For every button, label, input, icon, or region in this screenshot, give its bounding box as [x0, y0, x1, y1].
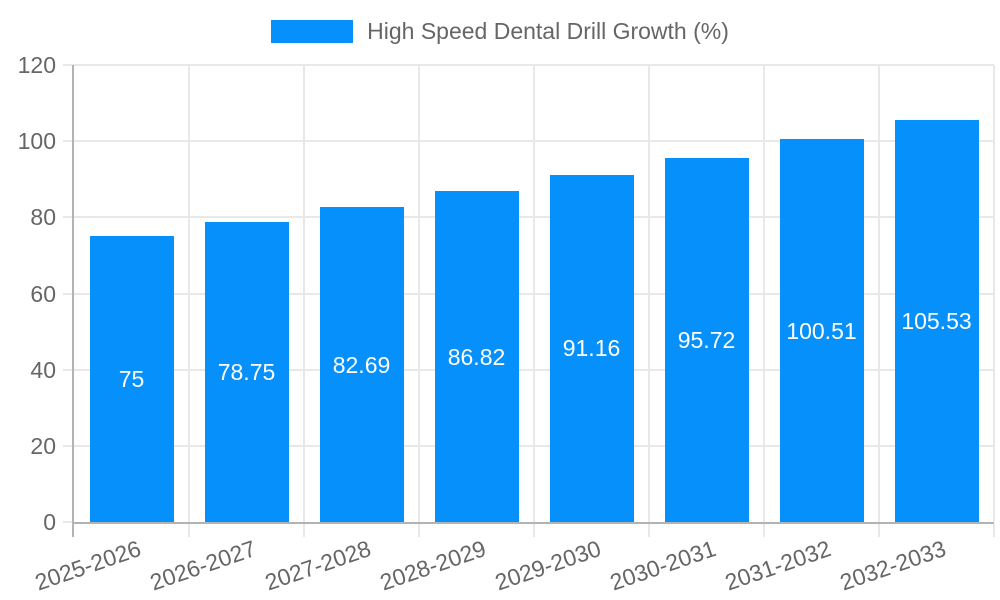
y-axis-tick-dash	[63, 521, 74, 523]
legend[interactable]: High Speed Dental Drill Growth (%)	[0, 19, 1000, 44]
gridline-horizontal	[63, 216, 994, 219]
x-tick-label: 2025-2026	[31, 535, 144, 596]
gridline-horizontal	[63, 64, 994, 66]
x-axis-tick-mark	[993, 524, 995, 537]
gridline-horizontal	[63, 368, 994, 371]
bar[interactable]: 95.72	[664, 157, 749, 522]
y-tick-label: 60	[30, 280, 56, 307]
bar-value-label: 78.75	[217, 359, 276, 386]
bar[interactable]: 105.53	[894, 120, 979, 522]
gridline-vertical	[533, 65, 535, 522]
x-tick-label: 2032-2033	[836, 535, 949, 596]
legend-label: High Speed Dental Drill Growth (%)	[367, 18, 729, 44]
bar-value-label: 100.51	[786, 317, 857, 344]
x-tick-label: 2026-2027	[146, 535, 259, 596]
gridline-horizontal	[63, 140, 994, 143]
bar-value-label: 86.82	[447, 343, 506, 370]
x-axis-tick-mark	[533, 524, 535, 537]
bar[interactable]: 75	[89, 236, 174, 522]
y-tick-label: 120	[17, 52, 56, 78]
x-axis-tick-mark	[878, 524, 880, 537]
gridline-vertical	[993, 65, 995, 522]
x-axis-tick-mark	[648, 524, 650, 537]
bar[interactable]: 100.51	[779, 139, 864, 522]
bar-value-label: 105.53	[901, 308, 972, 335]
y-tick-label: 40	[30, 356, 56, 383]
y-tick-label: 20	[30, 432, 56, 459]
bar-value-label: 95.72	[677, 326, 736, 353]
bar-value-label: 82.69	[332, 351, 391, 378]
x-axis-tick-mark	[763, 524, 765, 537]
x-axis-line	[74, 522, 994, 524]
x-axis-tick-mark	[418, 524, 420, 537]
plot-area: 75 78.75 82.69 86.82 91.16 95.72 100.51 105.53	[63, 64, 995, 537]
legend-marker	[271, 20, 354, 43]
gridline-vertical	[188, 65, 190, 522]
x-tick-label: 2029-2030	[491, 535, 604, 596]
gridline-vertical	[303, 65, 305, 522]
bar-value-label: 91.16	[562, 335, 621, 362]
bar[interactable]: 82.69	[319, 207, 404, 522]
x-tick-label: 2028-2029	[376, 535, 489, 596]
y-tick-label: 0	[43, 509, 56, 535]
bar[interactable]: 78.75	[204, 222, 289, 522]
bar[interactable]: 91.16	[549, 174, 634, 522]
gridline-horizontal	[63, 292, 994, 295]
bar-value-label: 75	[118, 366, 145, 393]
gridline-vertical	[418, 65, 420, 522]
gridline-horizontal	[63, 444, 994, 447]
y-axis-line	[72, 65, 74, 537]
bar[interactable]: 86.82	[434, 191, 519, 522]
y-tick-label: 100	[17, 128, 56, 155]
gridline-vertical	[878, 65, 880, 522]
gridline-vertical	[763, 65, 765, 522]
x-axis-tick-mark	[303, 524, 305, 537]
y-tick-label: 80	[30, 204, 56, 231]
x-axis-tick-mark	[188, 524, 190, 537]
gridline-vertical	[648, 65, 650, 522]
x-tick-label: 2030-2031	[606, 535, 719, 596]
x-tick-label: 2027-2028	[261, 535, 374, 596]
x-tick-label: 2031-2032	[721, 535, 834, 596]
